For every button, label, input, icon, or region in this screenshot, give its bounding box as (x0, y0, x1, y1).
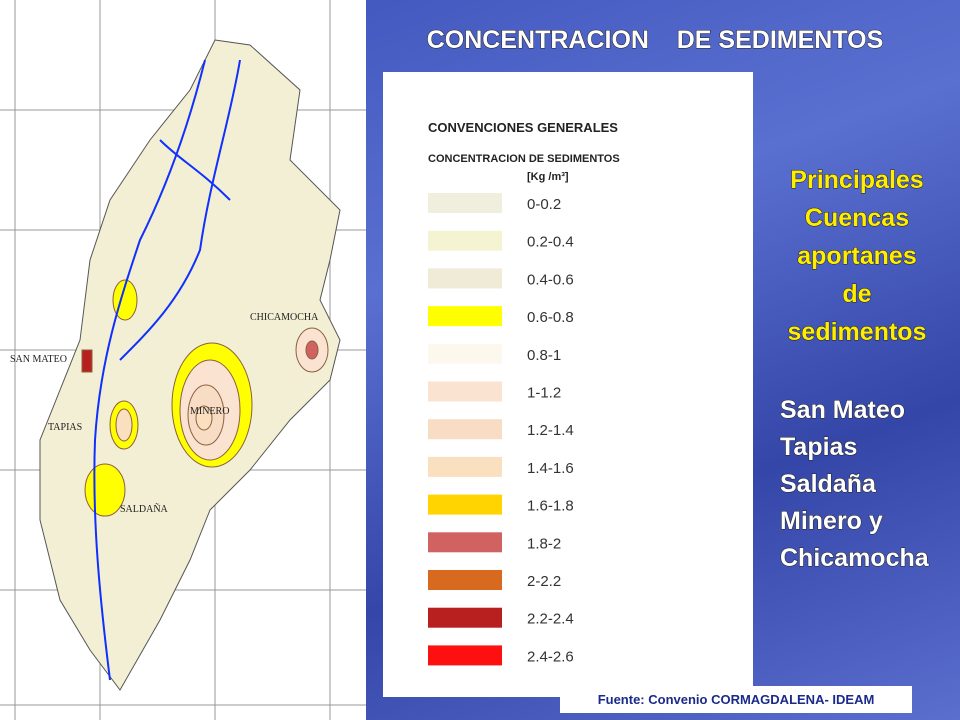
legend-swatch (428, 193, 502, 213)
map-label: MINERO (190, 406, 229, 417)
legend-label: 0.2-0.4 (527, 234, 574, 251)
map-label: CHICAMOCHA (250, 312, 319, 323)
legend-swatch (428, 230, 502, 251)
legend-swatch (428, 494, 502, 515)
legend-swatch (428, 419, 502, 440)
basin-name: Saldaña (780, 470, 877, 498)
heading-line: de (842, 280, 871, 308)
legend-label: 2-2.2 (527, 573, 561, 590)
legend-label: 0.8-1 (527, 347, 561, 364)
legend-label: 0.4-0.6 (527, 271, 574, 288)
legend-label: 2.4-2.6 (527, 648, 574, 665)
basin-name: San Mateo (780, 396, 905, 424)
legend-swatch (428, 532, 502, 553)
map-label: TAPIAS (48, 422, 82, 433)
legend-title: CONVENCIONES GENERALES (428, 120, 618, 135)
legend-swatch (428, 268, 502, 289)
basin-name: Chicamocha (780, 544, 930, 572)
legend-subtitle: CONCENTRACION DE SEDIMENTOS (428, 153, 620, 165)
legend-label: 1.2-1.4 (527, 422, 574, 439)
legend-label: 0-0.2 (527, 196, 561, 213)
legend-swatch (428, 456, 502, 477)
legend-swatch (428, 645, 502, 666)
legend-swatch (428, 306, 502, 327)
legend-label: 1.4-1.6 (527, 460, 574, 477)
heading-line: aportanes (797, 242, 916, 270)
contours (81, 279, 329, 517)
legend-label: 1.6-1.8 (527, 498, 574, 515)
basin-name: Minero y (780, 507, 883, 535)
legend-unit: [Kg /m³] (527, 171, 569, 183)
heading-line: Principales (790, 166, 923, 194)
legend-label: 1-1.2 (527, 385, 561, 402)
legend-label: 2.2-2.4 (527, 611, 574, 628)
legend-swatch (428, 381, 502, 402)
rivers (93, 59, 241, 681)
heading-line: Cuencas (805, 204, 909, 232)
legend-label: 0.6-0.8 (527, 309, 574, 326)
legend-swatch (428, 607, 502, 628)
legend-swatch (428, 343, 502, 364)
map-label: SALDAÑA (120, 503, 169, 515)
legend-label: 1.8-2 (527, 535, 561, 552)
heading-line: sedimentos (788, 318, 927, 346)
legend-swatch (428, 570, 502, 590)
basin-name: Tapias (780, 433, 857, 461)
slide-title: CONCENTRACION DE SEDIMENTOS (427, 26, 884, 54)
map-label: SAN MATEO (10, 354, 67, 365)
source-box (560, 686, 912, 713)
source: Fuente: Convenio CORMAGDALENA- IDEAM (598, 692, 875, 707)
